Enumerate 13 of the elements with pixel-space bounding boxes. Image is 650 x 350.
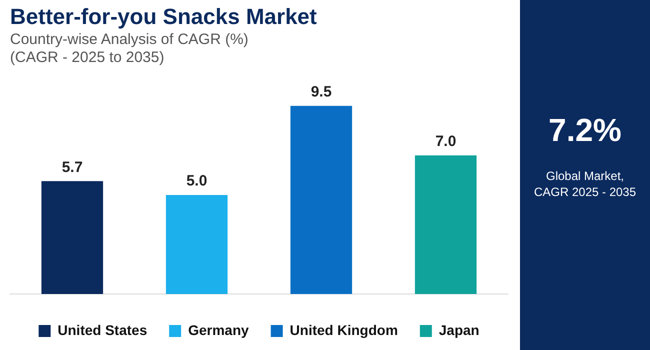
text: (CAGR - 2025 to 2035) (10, 49, 164, 66)
data-label: 9.5 (310, 84, 332, 101)
text: 7.2% (548, 112, 622, 149)
legend-label: Germany (188, 322, 250, 338)
chart-subtitle: Country-wise Analysis of CAGR (%) (10, 31, 248, 48)
text: Global Market, CAGR 2025 - 2035 (532, 168, 638, 200)
data-label: 7.0 (435, 133, 456, 150)
data-label: 5.0 (186, 172, 208, 190)
legend-label: United Kingdom (290, 322, 398, 338)
data-label: 5.7 (62, 158, 83, 176)
chart-title: Better-for-you Snacks Market (10, 4, 317, 30)
legend-label: United States (58, 322, 148, 338)
legend-label: Japan (438, 322, 480, 338)
